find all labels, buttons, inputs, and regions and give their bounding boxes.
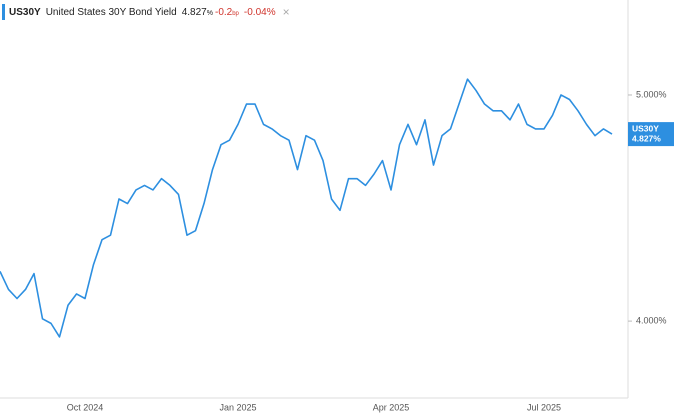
change-value: -0.2	[214, 6, 233, 18]
x-tick-label: Jul 2025	[527, 402, 561, 412]
header: US30Y United States 30Y Bond Yield 4.827…	[0, 0, 295, 24]
price-unit: %	[206, 9, 213, 17]
change-pct: -0.04%	[243, 6, 276, 18]
x-tick-label: Oct 2024	[67, 402, 104, 412]
price: 4.827%	[182, 7, 213, 18]
y-tick-label: 5.000%	[636, 89, 667, 99]
symbol: US30Y	[9, 6, 41, 18]
change: -0.2bp	[215, 7, 239, 18]
price-value: 4.827	[181, 6, 207, 18]
price-tag-value: 4.827%	[632, 133, 661, 143]
x-tick-label: Jan 2025	[219, 402, 256, 412]
instrument-name: United States 30Y Bond Yield	[45, 6, 177, 18]
symbol-marker	[2, 4, 5, 20]
x-tick-label: Apr 2025	[373, 402, 410, 412]
price-tag-box	[628, 122, 674, 147]
series-line	[0, 78, 613, 338]
y-tick-label: 4.000%	[636, 315, 667, 325]
close-button[interactable]: ×	[282, 5, 290, 19]
price-tag-symbol: US30Y	[632, 123, 659, 133]
change-unit: bp	[232, 10, 239, 17]
